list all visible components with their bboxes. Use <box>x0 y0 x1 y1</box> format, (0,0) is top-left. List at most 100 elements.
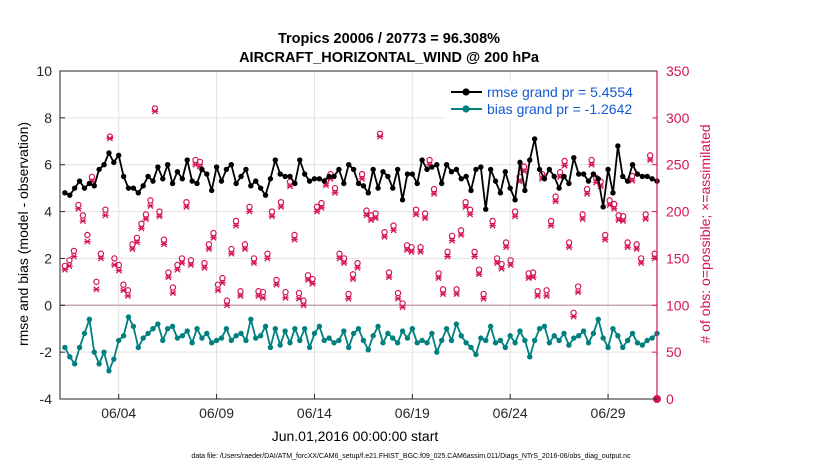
bias-point <box>546 340 553 346</box>
obs-assimilated-point <box>633 245 640 253</box>
chart-title: Tropics 20006 / 20773 = 96.308% <box>278 31 500 47</box>
bias-point <box>199 335 205 341</box>
obs-assimilated-point <box>264 255 271 262</box>
obs-assimilated-point <box>610 205 618 212</box>
obs-assimilated-point <box>624 244 631 251</box>
rmse-point <box>91 183 97 189</box>
bias-point <box>443 326 450 332</box>
bias-point <box>155 321 161 327</box>
obs-possible-point <box>120 281 127 288</box>
x-tick-label: 06/19 <box>395 405 430 421</box>
obs-possible-point <box>228 245 235 253</box>
rmse-point <box>531 136 538 142</box>
x-tick-label: 06/09 <box>199 405 234 421</box>
obs-assimilated-point <box>214 287 222 294</box>
obs-assimilated-point <box>543 292 550 299</box>
bias-point <box>262 323 269 330</box>
obs-assimilated-point <box>84 238 91 245</box>
rmse-point <box>145 173 151 180</box>
obs-assimilated-point <box>525 275 532 282</box>
obs-assimilated-point <box>79 217 87 225</box>
obs-assimilated-point <box>417 248 424 255</box>
obs-possible-point <box>363 207 370 214</box>
obs-assimilated-point <box>232 222 240 229</box>
rmse-point <box>370 166 376 173</box>
rmse-point <box>150 178 156 184</box>
obs-possible-point <box>606 197 613 204</box>
bias-point <box>267 344 274 351</box>
obs-assimilated-point <box>534 292 541 299</box>
obs-possible-point <box>111 255 118 262</box>
bias-point <box>576 333 582 339</box>
obs-possible-point <box>70 247 78 255</box>
obs-assimilated-point <box>381 233 388 240</box>
obs-possible-point <box>268 208 276 215</box>
obs-assimilated-point <box>133 239 141 246</box>
bias-point <box>468 344 474 351</box>
rmse-point <box>522 187 528 194</box>
bias-point <box>76 344 83 351</box>
obs-assimilated-point <box>102 212 109 219</box>
bias-point <box>145 330 151 337</box>
rmse-point <box>106 150 112 156</box>
rmse-point <box>341 180 347 187</box>
obs-assimilated-point <box>399 304 406 311</box>
obs-possible-point <box>511 208 519 215</box>
bias-point <box>96 361 102 367</box>
bias-point <box>434 349 440 355</box>
rmse-point <box>453 166 460 173</box>
rmse-point <box>101 162 107 168</box>
footnote: data file: /Users/raeder/DAI/ATM_forcXX/… <box>191 453 631 460</box>
obs-assimilated-point <box>160 241 168 248</box>
obs-possible-point <box>241 241 249 248</box>
rmse-point <box>468 187 474 194</box>
rmse-point <box>541 176 548 182</box>
y-axis-label: rmse and bias (model - observation) <box>15 122 31 346</box>
rmse-point <box>566 180 572 187</box>
obs-possible-point <box>502 239 510 246</box>
obs-possible-point <box>178 255 186 262</box>
rmse-point <box>199 166 205 173</box>
bias-point <box>253 335 259 341</box>
rmse-point <box>649 176 655 182</box>
obs-possible-point <box>291 231 298 239</box>
rmse-point <box>605 166 611 173</box>
obs-possible-point <box>313 203 321 211</box>
obs-assimilated-point <box>376 133 384 140</box>
bias-point <box>649 335 655 341</box>
obs-possible-point <box>529 269 537 276</box>
bias-point <box>502 344 509 351</box>
y-right-tick-label: 100 <box>666 297 690 313</box>
obs-assimilated-point <box>574 289 582 296</box>
y-tick-label: -2 <box>40 344 53 360</box>
obs-possible-point <box>610 200 618 208</box>
obs-possible-point <box>547 217 555 225</box>
bias-point <box>492 340 499 346</box>
bias-point <box>438 337 445 344</box>
rmse-point <box>204 171 210 177</box>
obs-possible-point <box>552 193 559 200</box>
obs-possible-point <box>66 257 73 264</box>
obs-possible-point <box>646 152 654 159</box>
obs-possible-point <box>601 231 609 239</box>
rmse-point <box>233 180 239 187</box>
rmse-point <box>571 154 577 161</box>
bias-point <box>365 347 371 353</box>
obs-possible-point <box>219 274 226 282</box>
bias-point <box>81 330 88 337</box>
obs-possible-point <box>583 185 591 193</box>
rmse-point <box>551 173 557 180</box>
obs-assimilated-point <box>439 290 447 298</box>
bias-point <box>341 328 347 334</box>
rmse-point <box>576 171 582 177</box>
bias-point <box>634 340 641 346</box>
x-tick-label: 06/14 <box>297 405 332 421</box>
obs-possible-point <box>142 211 150 218</box>
obs-possible-point <box>196 158 204 166</box>
obs-assimilated-point <box>394 295 402 302</box>
rmse-point <box>253 178 259 184</box>
obs-possible-point <box>507 257 514 264</box>
obs-possible-point <box>574 283 582 290</box>
obs-possible-point <box>282 288 289 296</box>
